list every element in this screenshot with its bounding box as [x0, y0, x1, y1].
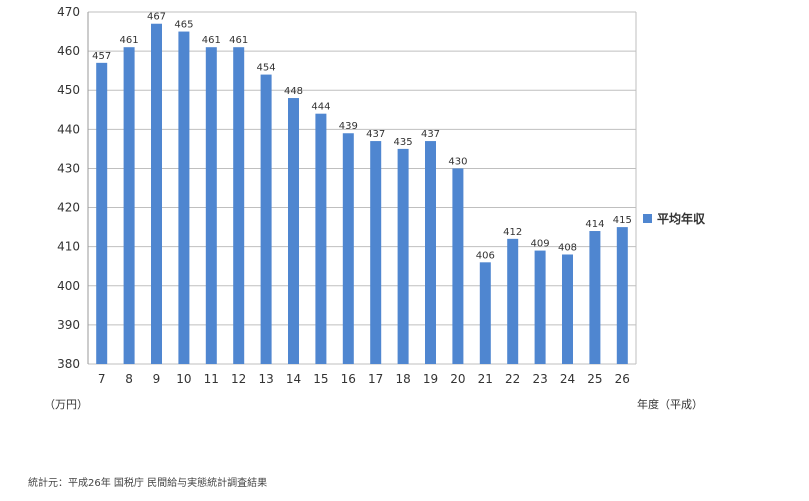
data-label: 412 [503, 227, 522, 238]
x-tick-label: 26 [615, 372, 630, 386]
legend-swatch [643, 214, 652, 223]
bar [589, 231, 601, 364]
bar [616, 227, 628, 364]
y-tick-label: 470 [57, 5, 80, 19]
bar [479, 262, 491, 364]
data-label: 415 [613, 215, 632, 226]
legend: 平均年収 [643, 210, 705, 227]
data-label: 409 [531, 239, 550, 250]
data-label: 437 [366, 129, 385, 140]
y-tick-label: 400 [57, 279, 80, 293]
x-tick-label: 23 [532, 372, 547, 386]
bar [205, 47, 217, 364]
y-axis-ticks: 380 390 400 410 420 430 440 450 460 470 [57, 5, 80, 371]
x-tick-label: 17 [368, 372, 383, 386]
legend-label: 平均年収 [657, 212, 706, 226]
x-tick-label: 8 [125, 372, 133, 386]
x-tick-label: 16 [341, 372, 356, 386]
data-label: 448 [284, 86, 303, 97]
bar [370, 141, 382, 364]
x-tick-label: 12 [231, 372, 246, 386]
x-tick-label: 18 [395, 372, 410, 386]
data-label: 437 [421, 129, 440, 140]
y-tick-label: 420 [57, 201, 80, 215]
data-labels: 457 461 467 465 461 461 454 448 444 439 437 435 437 4… [92, 12, 632, 262]
data-label: 444 [311, 102, 330, 113]
source-note: 統計元：平成26年 国税庁 民間給与実態統計調査結果 [28, 478, 268, 489]
x-tick-label: 19 [423, 372, 438, 386]
data-label: 454 [257, 63, 276, 74]
bar [178, 31, 190, 365]
bar [397, 148, 409, 364]
bar [315, 113, 327, 364]
x-tick-label: 7 [98, 372, 106, 386]
data-label: 439 [339, 121, 358, 132]
data-label: 465 [174, 20, 193, 31]
bar [425, 141, 436, 364]
bar [562, 254, 573, 364]
data-label: 467 [147, 12, 166, 23]
bar [151, 23, 162, 364]
bar [288, 98, 299, 365]
bar [96, 62, 108, 364]
x-axis-title: 年度（平成） [637, 398, 703, 411]
bar [342, 133, 354, 364]
data-label: 461 [120, 35, 139, 46]
data-label: 430 [448, 156, 467, 167]
data-label: 406 [476, 250, 495, 261]
x-tick-label: 9 [153, 372, 161, 386]
x-tick-label: 24 [560, 372, 575, 386]
data-label: 414 [585, 219, 604, 230]
bar [233, 47, 245, 364]
y-axis-unit-label: （万円） [44, 398, 88, 411]
x-tick-label: 25 [587, 372, 602, 386]
x-tick-label: 21 [478, 372, 493, 386]
x-axis-ticks: 7 8 9 10 11 12 13 14 15 16 17 18 19 20 21 22 23 24 25 26 [98, 372, 630, 386]
y-tick-label: 450 [57, 83, 80, 97]
x-tick-label: 14 [286, 372, 301, 386]
data-label: 457 [92, 51, 111, 62]
bars [96, 23, 628, 365]
data-label: 408 [558, 242, 577, 253]
y-tick-label: 460 [57, 44, 80, 58]
bar [452, 168, 464, 364]
data-label: 461 [202, 35, 221, 46]
x-tick-label: 11 [204, 372, 219, 386]
bar [260, 74, 272, 365]
bar [123, 47, 135, 364]
y-tick-label: 390 [57, 318, 80, 332]
y-tick-label: 430 [57, 161, 80, 175]
grid-lines [87, 11, 637, 365]
x-tick-label: 10 [176, 372, 191, 386]
x-tick-label: 22 [505, 372, 520, 386]
y-tick-label: 440 [57, 122, 80, 136]
data-label: 435 [394, 137, 413, 148]
bar [534, 250, 546, 364]
bar [507, 238, 519, 364]
y-tick-label: 380 [57, 357, 80, 371]
x-tick-label: 20 [450, 372, 465, 386]
x-tick-label: 15 [313, 372, 328, 386]
x-tick-label: 13 [258, 372, 273, 386]
y-tick-label: 410 [57, 240, 80, 254]
data-label: 461 [229, 35, 248, 46]
